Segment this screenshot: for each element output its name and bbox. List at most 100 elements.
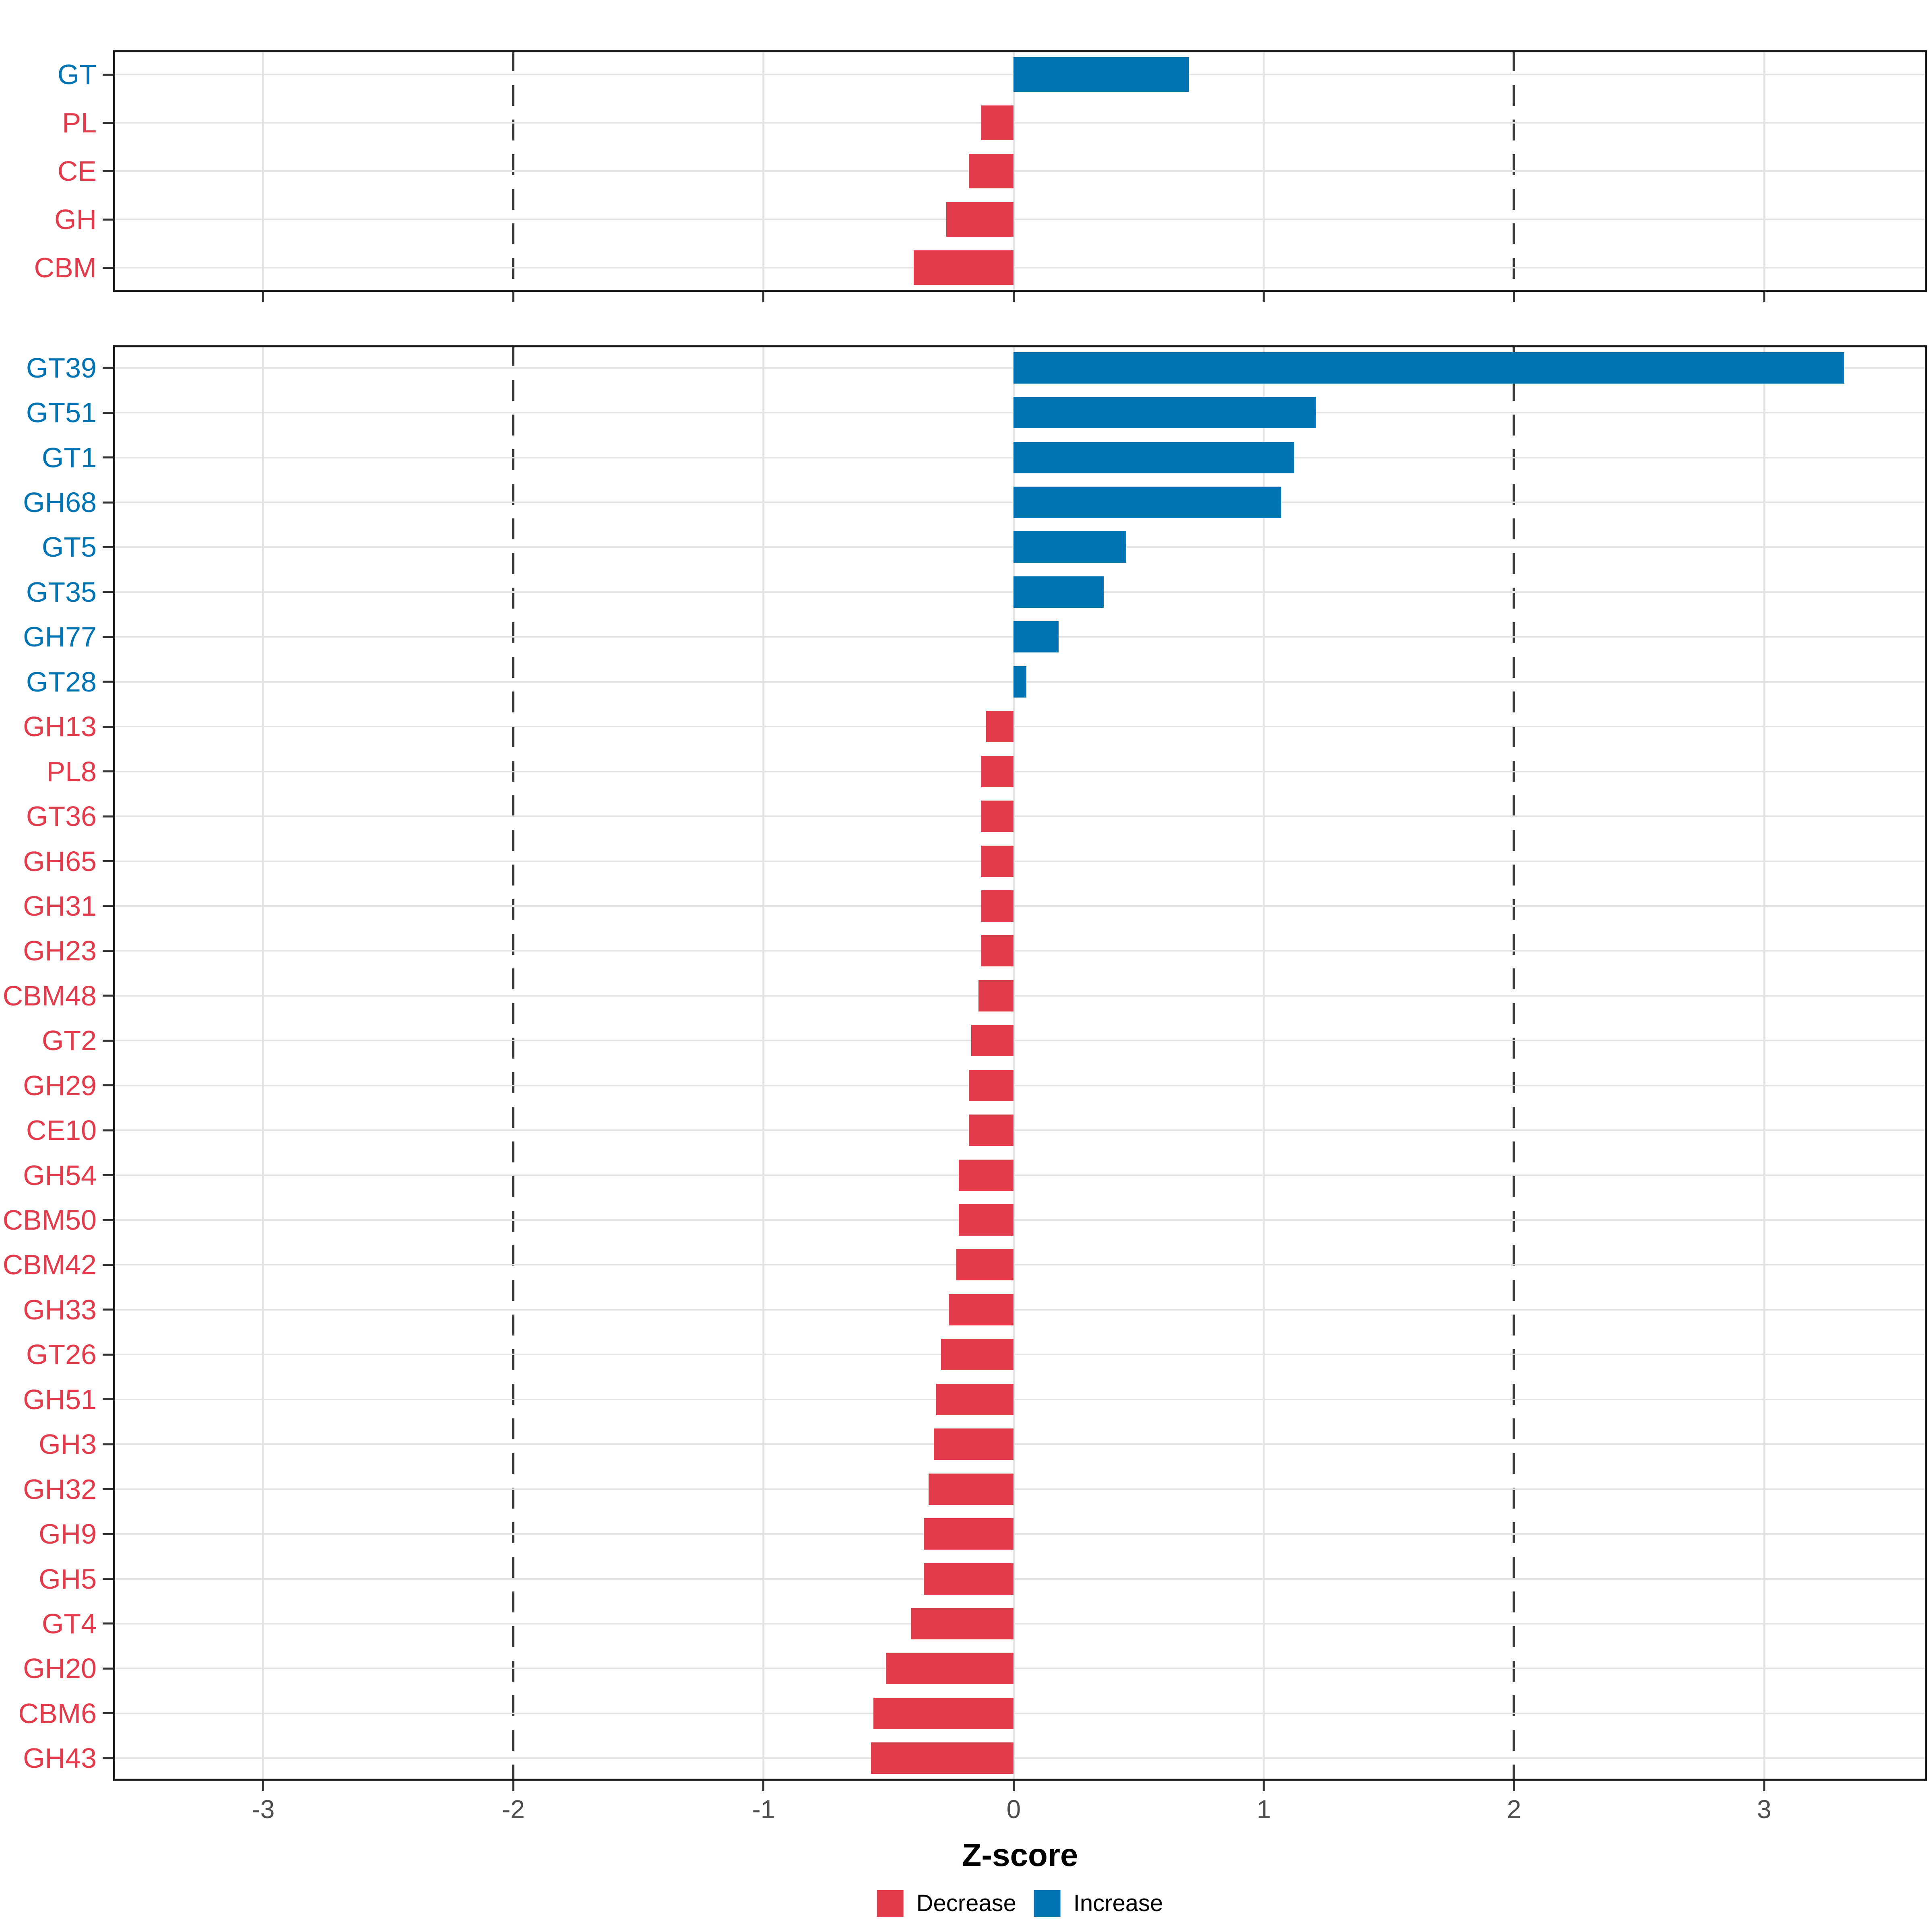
gridline-horizontal [113,1488,1927,1490]
y-axis-tick [103,1757,113,1759]
bar-GT4 [911,1608,1014,1639]
bar-GH9 [923,1518,1014,1550]
bar-GH51 [936,1383,1014,1415]
x-axis-tick [762,292,765,302]
x-axis-tick [1763,1781,1765,1791]
y-axis-tick [103,860,113,863]
y-axis-tick [103,725,113,728]
gridline-vertical [1012,345,1015,1781]
bar-GT26 [941,1339,1014,1371]
x-axis-tick [1513,1781,1515,1791]
y-axis-label-GH3: GH3 [39,1428,97,1460]
dashed-guideline [512,345,515,1781]
legend-label-decrease: Decrease [916,1890,1016,1916]
y-axis-label-GH51: GH51 [23,1383,97,1415]
bar-GH33 [948,1294,1014,1325]
dashed-guideline [1513,345,1515,1781]
y-axis-label-GT2: GT2 [41,1025,97,1057]
y-axis-tick [103,1263,113,1266]
y-axis-tick [103,1309,113,1311]
x-axis-tick [1012,292,1015,302]
y-axis-label-CBM: CBM [34,252,97,283]
bar-GH31 [981,890,1014,922]
bar-GT51 [1013,397,1317,429]
gridline-horizontal [113,1084,1927,1086]
y-axis-label-GH: GH [54,204,97,235]
y-axis-tick [103,1353,113,1356]
gridline-horizontal [113,726,1927,728]
x-axis-tick-label: 0 [1006,1795,1021,1824]
legend: Decrease Increase [877,1890,1163,1917]
y-axis-label-GH65: GH65 [23,845,97,877]
bar-CBM42 [956,1249,1014,1281]
y-axis-tick [103,1443,113,1445]
y-axis-tick [103,218,113,221]
bar-GT2 [971,1025,1014,1057]
y-axis-label-GH23: GH23 [23,935,97,967]
y-axis-label-GH20: GH20 [23,1653,97,1684]
bar-GH23 [981,935,1014,967]
y-axis-tick [103,1622,113,1625]
bar-PL [981,105,1014,140]
y-axis-label-GT51: GT51 [26,397,97,429]
bar-CBM6 [873,1697,1014,1729]
y-axis-tick [103,1174,113,1177]
bar-GT35 [1013,576,1104,608]
bar-GT39 [1013,352,1844,384]
legend-item-decrease: Decrease [877,1890,1016,1917]
gridline-horizontal [113,1578,1927,1580]
legend-item-increase: Increase [1034,1890,1163,1917]
legend-swatch-increase [1034,1890,1061,1917]
y-axis-label-GH54: GH54 [23,1159,97,1191]
gridline-vertical [762,345,765,1781]
gridline-horizontal [113,1622,1927,1624]
y-axis-tick [103,1084,113,1087]
bar-GT [1013,57,1189,92]
gridline-horizontal [113,905,1927,907]
x-axis-tick-label: 2 [1507,1795,1521,1824]
bar-GH3 [933,1428,1014,1460]
gridline-horizontal [113,1219,1927,1221]
gridline-horizontal [113,1040,1927,1042]
bar-GH32 [929,1473,1014,1505]
bar-CE10 [968,1115,1014,1146]
y-axis-label-GT35: GT35 [26,576,97,608]
y-axis-label-GH5: GH5 [39,1563,97,1595]
y-axis-label-GH9: GH9 [39,1518,97,1550]
y-axis-tick [103,815,113,817]
y-axis-label-GH43: GH43 [23,1742,97,1774]
y-axis-label-GH68: GH68 [23,487,97,518]
y-axis-tick [103,1667,113,1670]
bar-GH13 [986,711,1014,743]
y-axis-label-GH31: GH31 [23,890,97,922]
y-axis-tick [103,1219,113,1221]
y-axis-tick [103,1398,113,1401]
y-axis-tick [103,681,113,683]
bar-GH65 [981,845,1014,877]
gridline-horizontal [113,219,1927,220]
y-axis-label-GT36: GT36 [26,801,97,832]
bar-GT1 [1013,442,1294,473]
legend-label-increase: Increase [1073,1890,1163,1916]
bar-CBM48 [978,980,1014,1011]
y-axis-tick [103,122,113,124]
gridline-horizontal [113,1757,1927,1759]
gridline-horizontal [113,1398,1927,1400]
y-axis-tick [103,995,113,997]
y-axis-label-GT5: GT5 [41,531,97,563]
y-axis-tick [103,1533,113,1535]
x-axis-tick [512,1781,514,1791]
y-axis-label-CBM48: CBM48 [2,980,97,1011]
y-axis-label-GT: GT [57,59,97,90]
y-axis-label-PL: PL [62,107,97,138]
x-axis-tick [512,292,514,302]
gridline-horizontal [113,1129,1927,1131]
x-axis-tick [262,292,264,302]
y-axis-tick [103,636,113,638]
x-axis-tick [262,1781,264,1791]
gridline-vertical [1263,345,1265,1781]
gridline-horizontal [113,860,1927,862]
gridline-horizontal [113,1264,1927,1266]
x-axis-tick [1263,1781,1265,1791]
